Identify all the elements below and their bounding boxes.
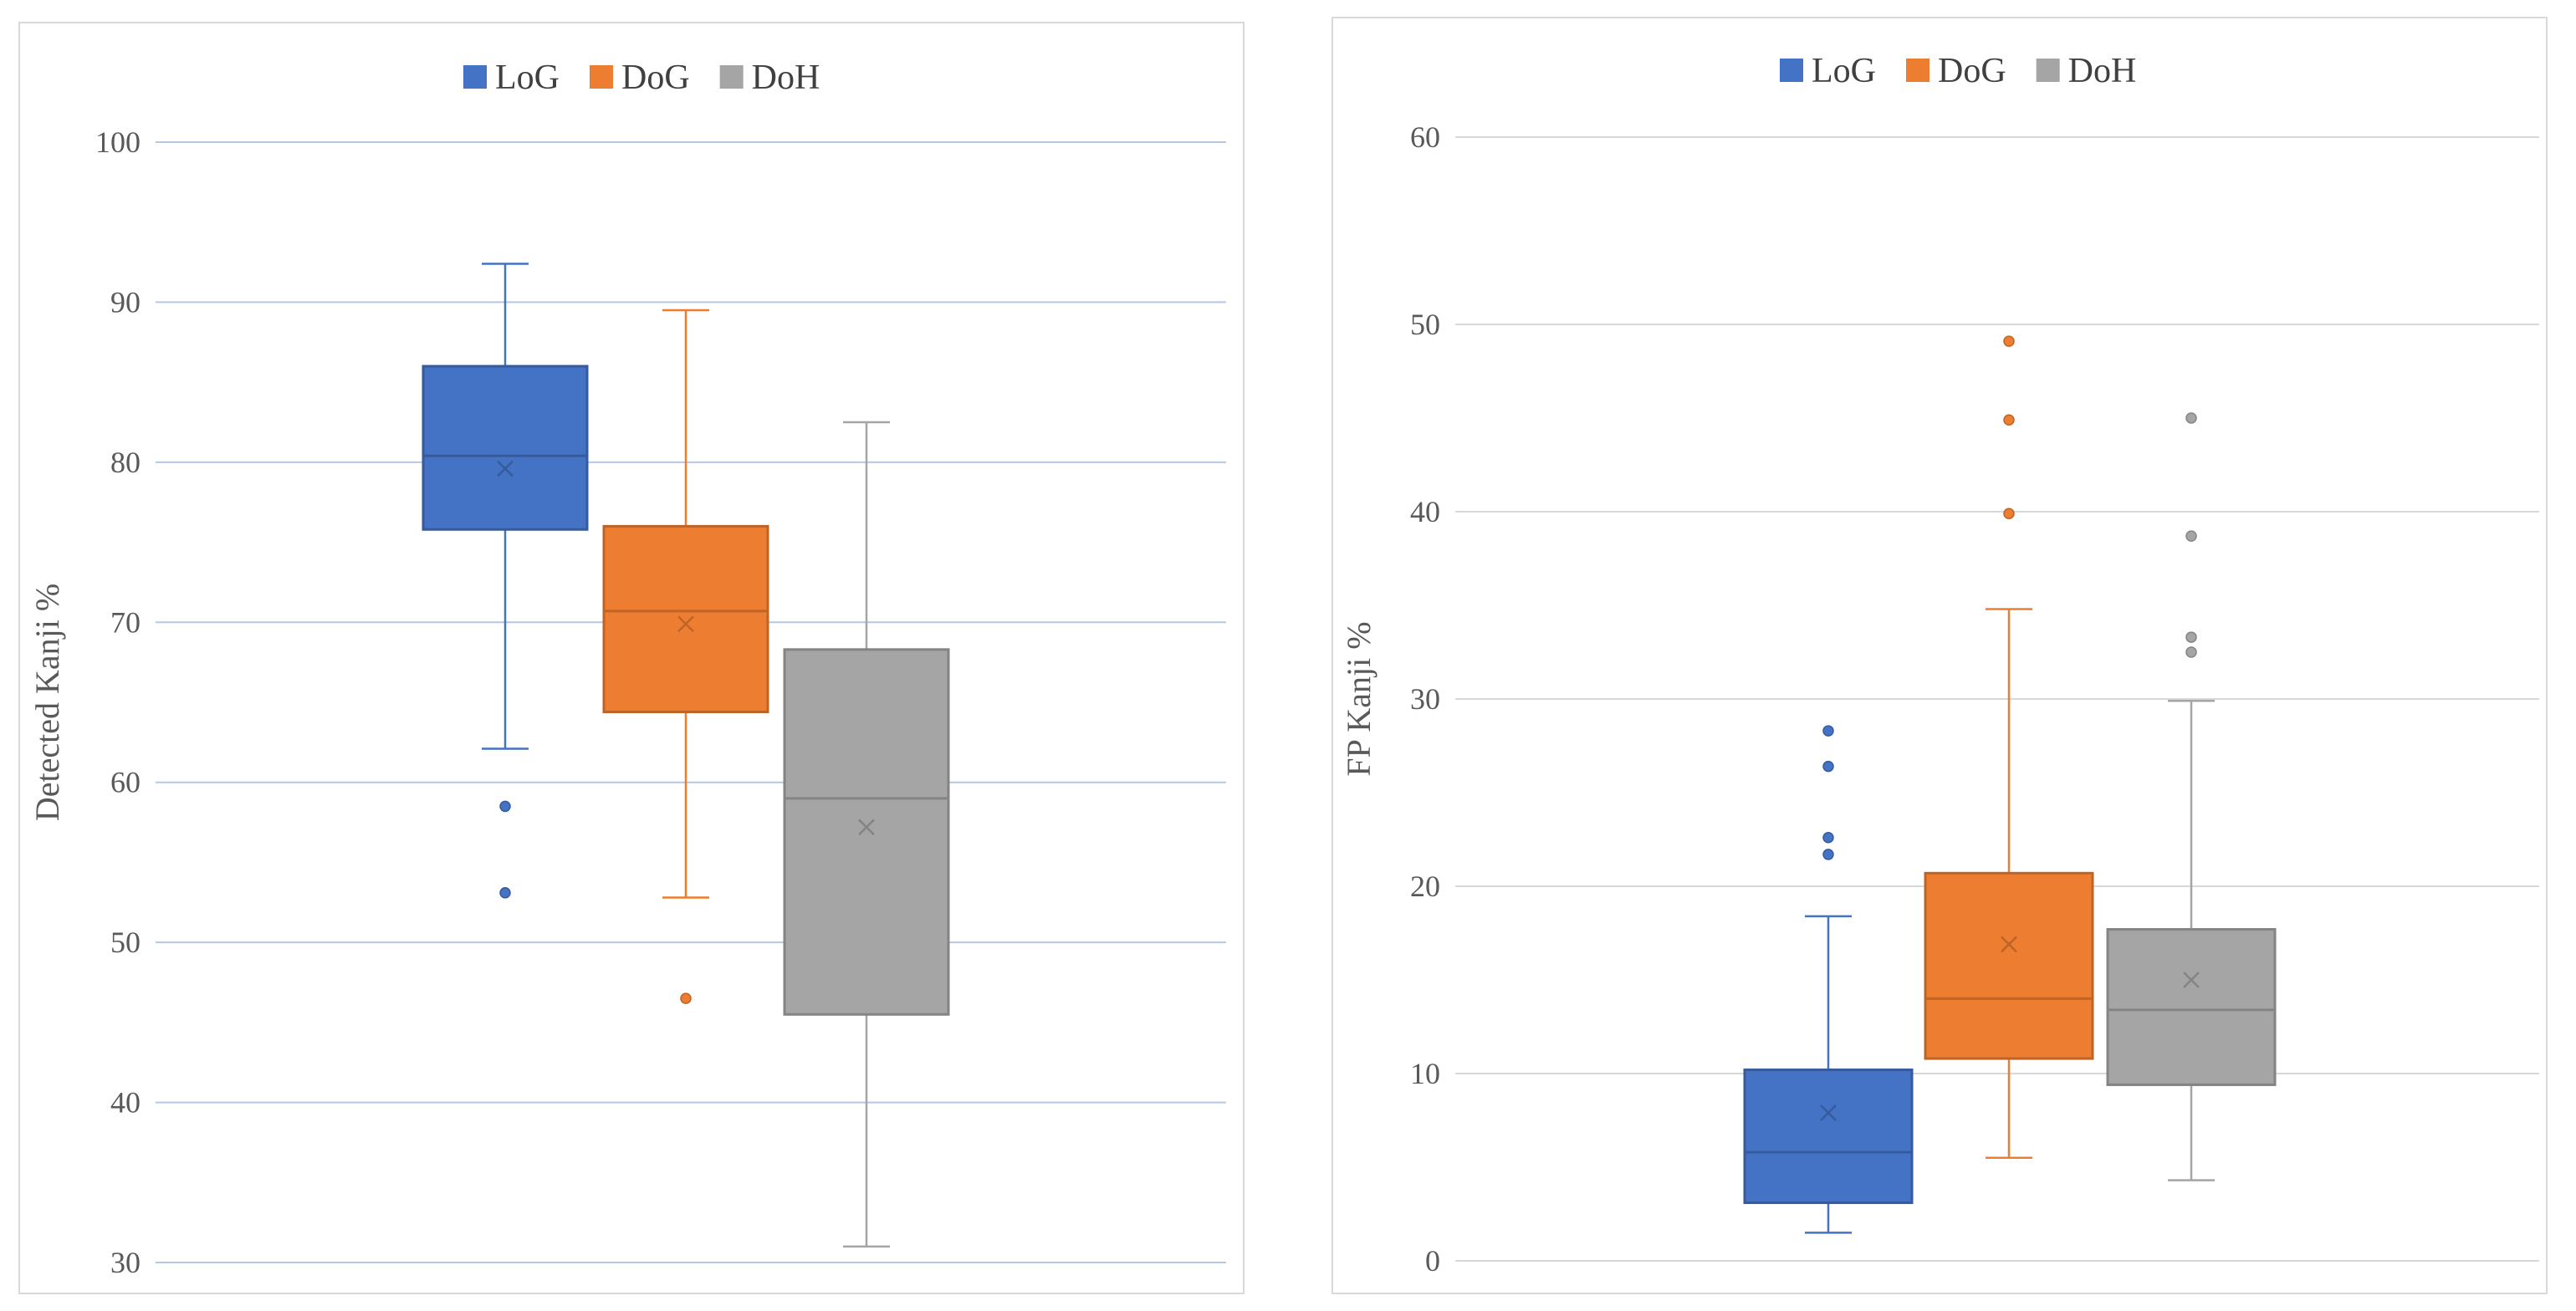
mean-marker-doh (2183, 972, 2200, 988)
outlier-point-dog (2003, 335, 2015, 347)
outlier-point-log (1822, 849, 1834, 860)
mean-marker-stroke (858, 819, 875, 836)
y-tick-label: 60 (110, 766, 141, 799)
chart-fp-kanji: 0 10 20 30 40 50 60 FP Kanji % LoG DoG DoH (1331, 17, 2548, 1294)
outlier-point-dog (2003, 508, 2015, 519)
y-tick-label: 40 (110, 1086, 141, 1120)
legend-swatch-dog (590, 65, 613, 89)
y-tick-label: 100 (95, 125, 141, 159)
y-tick-label: 30 (1410, 682, 1440, 716)
mean-marker-stroke (497, 460, 514, 477)
y-tick-label: 90 (110, 285, 141, 319)
box-log (1743, 1069, 1914, 1205)
outlier-point-dog (2003, 414, 2015, 426)
mean-marker-stroke (2001, 936, 2017, 953)
mean-marker-stroke (2183, 972, 2200, 988)
outlier-point-log (1822, 725, 1834, 737)
outlier-point-doh (2185, 412, 2197, 424)
outlier-point-doh (2185, 631, 2197, 643)
y-tick-label: 0 (1425, 1244, 1440, 1278)
y-tick-label: 20 (1410, 870, 1440, 903)
outlier-point-doh (2185, 646, 2197, 658)
legend-swatch-log (1780, 59, 1803, 82)
mean-marker-stroke (677, 615, 694, 633)
box-dog (1924, 871, 2094, 1060)
mean-marker-stroke (1820, 1104, 1837, 1121)
box-doh (783, 648, 950, 1016)
box-log (422, 365, 589, 531)
box-doh (2106, 928, 2277, 1086)
outlier-point-log (499, 800, 511, 813)
y-tick-label: 70 (110, 605, 141, 639)
mean-marker-log (1820, 1104, 1837, 1121)
mean-marker-log (497, 460, 514, 477)
mean-marker-dog (2001, 936, 2017, 953)
legend-swatch-doh (719, 65, 744, 89)
legend-label-doh: DoH (2068, 52, 2137, 90)
mean-marker-dog (677, 615, 694, 633)
legend-swatch-log (463, 65, 487, 89)
y-tick-label: 10 (1410, 1057, 1440, 1090)
legend-swatch-doh (2036, 59, 2060, 82)
legend-label-dog: DoG (621, 59, 690, 97)
y-tick-label: 30 (110, 1246, 141, 1279)
y-tick-label: 50 (110, 926, 141, 959)
y-axis-title: Detected Kanji % (28, 584, 66, 821)
outlier-point-log (499, 887, 511, 899)
box-dog (602, 524, 769, 713)
legend-label-doh: DoH (752, 59, 820, 97)
outlier-point-dog (680, 992, 692, 1004)
mean-marker-doh (858, 819, 875, 836)
y-axis-title: FP Kanji % (1340, 621, 1377, 776)
legend-label-log: LoG (1812, 52, 1876, 90)
outlier-point-log (1822, 832, 1834, 844)
legend-label-dog: DoG (1938, 52, 2006, 90)
chart-detected-kanji: 30 40 50 60 70 80 90 100 Detected Kanji % LoG DoG D… (18, 22, 1245, 1294)
y-tick-label: 60 (1410, 120, 1440, 154)
chart-fp-kanji-svg: 0 10 20 30 40 50 60 FP Kanji % LoG DoG DoH (1340, 52, 2539, 1278)
legend-label-log: LoG (495, 59, 560, 97)
legend-swatch-dog (1906, 59, 1929, 82)
chart-detected-kanji-svg: 30 40 50 60 70 80 90 100 Detected Kanji % LoG DoG D… (28, 59, 1226, 1279)
outlier-point-doh (2185, 530, 2197, 542)
y-tick-label: 40 (1410, 495, 1440, 528)
outlier-point-log (1822, 760, 1834, 773)
y-tick-label: 50 (1410, 308, 1440, 341)
y-tick-label: 80 (110, 446, 141, 479)
